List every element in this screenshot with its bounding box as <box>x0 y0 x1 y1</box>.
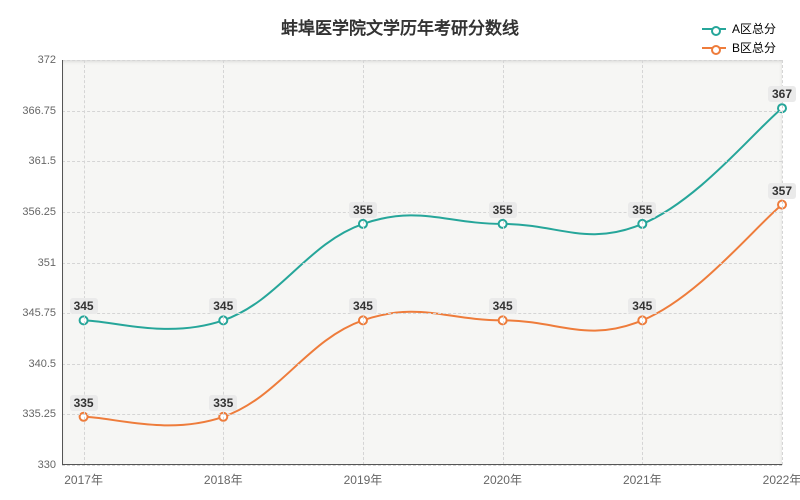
grid-line-h <box>62 465 782 466</box>
grid-line-h <box>62 212 782 213</box>
y-axis-label: 345.75 <box>22 307 56 319</box>
series-line <box>84 108 782 329</box>
x-axis-label: 2022年 <box>763 471 800 488</box>
legend: A区总分 B区总分 <box>702 20 776 58</box>
data-label: 355 <box>349 202 377 218</box>
grid-line-v <box>503 60 504 465</box>
data-label: 355 <box>628 202 656 218</box>
legend-item-a: A区总分 <box>702 20 776 37</box>
data-label: 357 <box>768 183 796 199</box>
grid-line-h <box>62 60 782 61</box>
y-axis-label: 372 <box>38 54 56 66</box>
y-axis-label: 366.75 <box>22 105 56 117</box>
x-axis-label: 2020年 <box>483 471 522 488</box>
grid-line-h <box>62 313 782 314</box>
chart-title: 蚌埠医学院文学历年考研分数线 <box>0 14 800 39</box>
data-label: 367 <box>768 86 796 102</box>
grid-line-v <box>782 60 783 465</box>
y-axis-label: 351 <box>38 257 56 269</box>
y-axis-label: 335.25 <box>22 408 56 420</box>
grid-line-h <box>62 364 782 365</box>
y-axis-label: 361.5 <box>28 155 56 167</box>
data-label: 345 <box>70 298 98 314</box>
x-axis-label: 2018年 <box>204 471 243 488</box>
grid-line-h <box>62 414 782 415</box>
data-label: 345 <box>349 298 377 314</box>
x-axis-label: 2017年 <box>64 471 103 488</box>
y-axis-line <box>62 60 63 465</box>
x-axis-line <box>62 464 782 465</box>
legend-dot-b <box>711 45 721 55</box>
chart-container: 蚌埠医学院文学历年考研分数线 A区总分 B区总分 330335.25340.53… <box>0 0 800 500</box>
grid-line-v <box>642 60 643 465</box>
legend-label-b: B区总分 <box>732 39 776 56</box>
grid-line-h <box>62 263 782 264</box>
grid-line-h <box>62 161 782 162</box>
legend-label-a: A区总分 <box>732 20 776 37</box>
y-axis-label: 356.25 <box>22 206 56 218</box>
legend-dot-a <box>711 26 721 36</box>
grid-line-v <box>363 60 364 465</box>
legend-swatch-b <box>702 47 726 49</box>
x-axis-label: 2021年 <box>623 471 662 488</box>
y-axis-label: 330 <box>38 459 56 471</box>
series-line <box>84 205 782 426</box>
legend-swatch-a <box>702 28 726 30</box>
data-label: 345 <box>209 298 237 314</box>
legend-item-b: B区总分 <box>702 39 776 56</box>
x-axis-label: 2019年 <box>344 471 383 488</box>
data-label: 345 <box>489 298 517 314</box>
grid-line-h <box>62 111 782 112</box>
y-axis-label: 340.5 <box>28 358 56 370</box>
plot-area: 330335.25340.5345.75351356.25361.5366.75… <box>62 60 782 465</box>
data-label: 345 <box>628 298 656 314</box>
data-label: 335 <box>70 395 98 411</box>
data-label: 335 <box>209 395 237 411</box>
data-label: 355 <box>489 202 517 218</box>
